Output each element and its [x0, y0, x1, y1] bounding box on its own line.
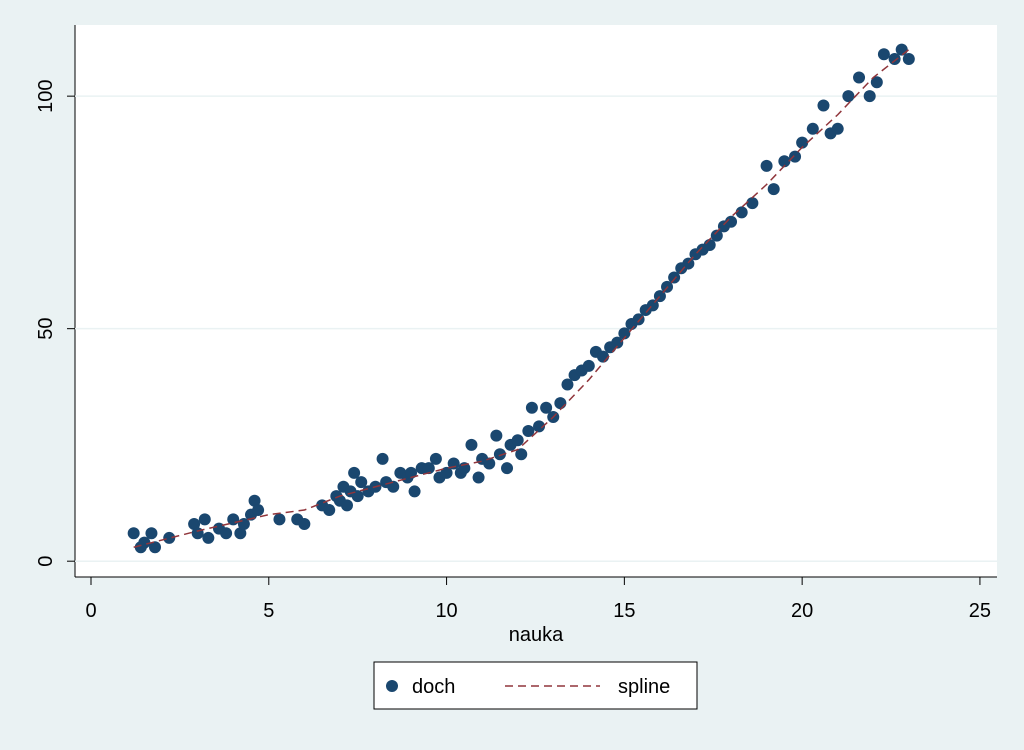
legend-label: doch — [412, 676, 455, 698]
y-tick-label: 100 — [35, 79, 57, 112]
point — [408, 485, 421, 498]
point — [668, 271, 681, 284]
point — [341, 499, 354, 512]
point — [387, 480, 400, 493]
point — [618, 327, 631, 340]
point — [710, 229, 723, 242]
point — [493, 448, 506, 461]
point — [863, 90, 876, 103]
point — [163, 531, 176, 544]
point — [351, 490, 364, 503]
spline-line — [133, 49, 910, 548]
point — [422, 462, 435, 475]
point — [198, 513, 211, 526]
point — [405, 466, 418, 479]
point — [870, 76, 883, 89]
point — [149, 541, 162, 554]
point — [853, 71, 866, 84]
point — [472, 471, 485, 484]
x-tick-label: 5 — [263, 600, 274, 622]
point — [348, 466, 361, 479]
y-tick-label: 0 — [35, 556, 57, 567]
point — [632, 313, 645, 326]
point — [515, 448, 528, 461]
point — [831, 122, 844, 135]
point — [760, 159, 773, 172]
point — [746, 197, 759, 210]
point — [533, 420, 546, 433]
point — [522, 424, 535, 437]
point — [525, 401, 538, 414]
point — [725, 215, 738, 228]
point — [806, 122, 819, 135]
point — [817, 99, 830, 112]
point — [376, 452, 389, 465]
point — [465, 438, 478, 451]
x-tick-label: 20 — [791, 600, 813, 622]
point — [191, 527, 204, 540]
point — [796, 136, 809, 149]
legend-label: spline — [618, 676, 670, 698]
point — [298, 517, 311, 530]
point — [501, 462, 514, 475]
point — [429, 452, 442, 465]
point — [248, 494, 261, 507]
point — [778, 155, 791, 168]
point — [188, 517, 201, 530]
point — [789, 150, 802, 163]
point — [767, 183, 780, 196]
point — [323, 504, 336, 517]
x-tick-label: 25 — [969, 600, 991, 622]
point — [234, 527, 247, 540]
point — [220, 527, 233, 540]
point — [273, 513, 286, 526]
point — [682, 257, 695, 270]
y-tick-label: 50 — [35, 318, 57, 340]
point — [355, 476, 368, 489]
point — [127, 527, 140, 540]
point — [902, 52, 915, 65]
point — [582, 359, 595, 372]
point — [202, 531, 215, 544]
point — [877, 48, 890, 61]
point — [447, 457, 460, 470]
point — [540, 401, 553, 414]
point — [440, 466, 453, 479]
point — [490, 429, 503, 442]
point — [511, 434, 524, 447]
point — [735, 206, 748, 219]
x-tick-label: 15 — [613, 600, 635, 622]
point — [611, 336, 624, 349]
point — [483, 457, 496, 470]
legend-marker — [386, 680, 398, 692]
point — [888, 52, 901, 65]
point — [554, 397, 567, 410]
point — [561, 378, 574, 391]
point — [145, 527, 158, 540]
point — [252, 504, 265, 517]
x-tick-label: 0 — [85, 600, 96, 622]
x-axis-label: nauka — [509, 624, 564, 646]
x-tick-label: 10 — [435, 600, 457, 622]
plot-area — [75, 25, 997, 577]
point — [842, 90, 855, 103]
